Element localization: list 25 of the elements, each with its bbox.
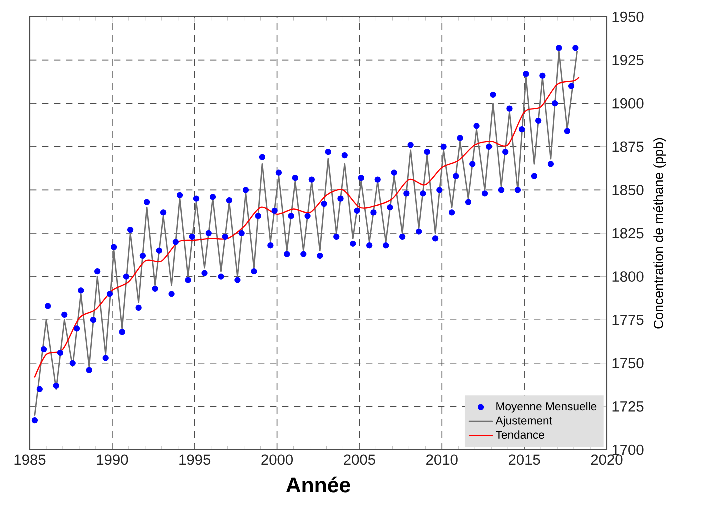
legend-label: Moyenne Mensuelle (496, 402, 597, 413)
y-tick-label: 1875 (612, 142, 644, 152)
line-series (34, 77, 580, 378)
y-tick-label: 1775 (612, 314, 644, 326)
y-tick-label: 1800 (612, 272, 644, 282)
y-tick-label: 1850 (612, 185, 644, 196)
y-tick-label: 1700 (612, 444, 644, 456)
y-tick-label: 1725 (612, 402, 644, 412)
y-tick-label: 1925 (612, 55, 644, 66)
x-tick-label: 1995 (180, 454, 211, 466)
x-tick-label: 2000 (262, 454, 294, 466)
x-tick-label: 2010 (426, 454, 458, 466)
legend-label: Ajustement (496, 416, 552, 428)
legend-label: Tendance (496, 430, 544, 439)
y-tick-label: 1900 (612, 98, 644, 109)
x-tick-label: 1990 (97, 454, 128, 466)
x-tick-label: 2020 (591, 454, 623, 466)
x-tick-label: 2005 (344, 454, 376, 466)
x-axis-title: Année (286, 476, 350, 493)
x-tick-label: 2015 (508, 454, 540, 466)
y-tick-label: 1750 (612, 358, 644, 369)
y-tick-label: 1950 (612, 12, 644, 22)
y-axis-title: Concentration de méthane (ppb) (653, 138, 666, 329)
x-tick-label: 1985 (14, 454, 46, 466)
y-tick-label: 1825 (612, 228, 644, 239)
